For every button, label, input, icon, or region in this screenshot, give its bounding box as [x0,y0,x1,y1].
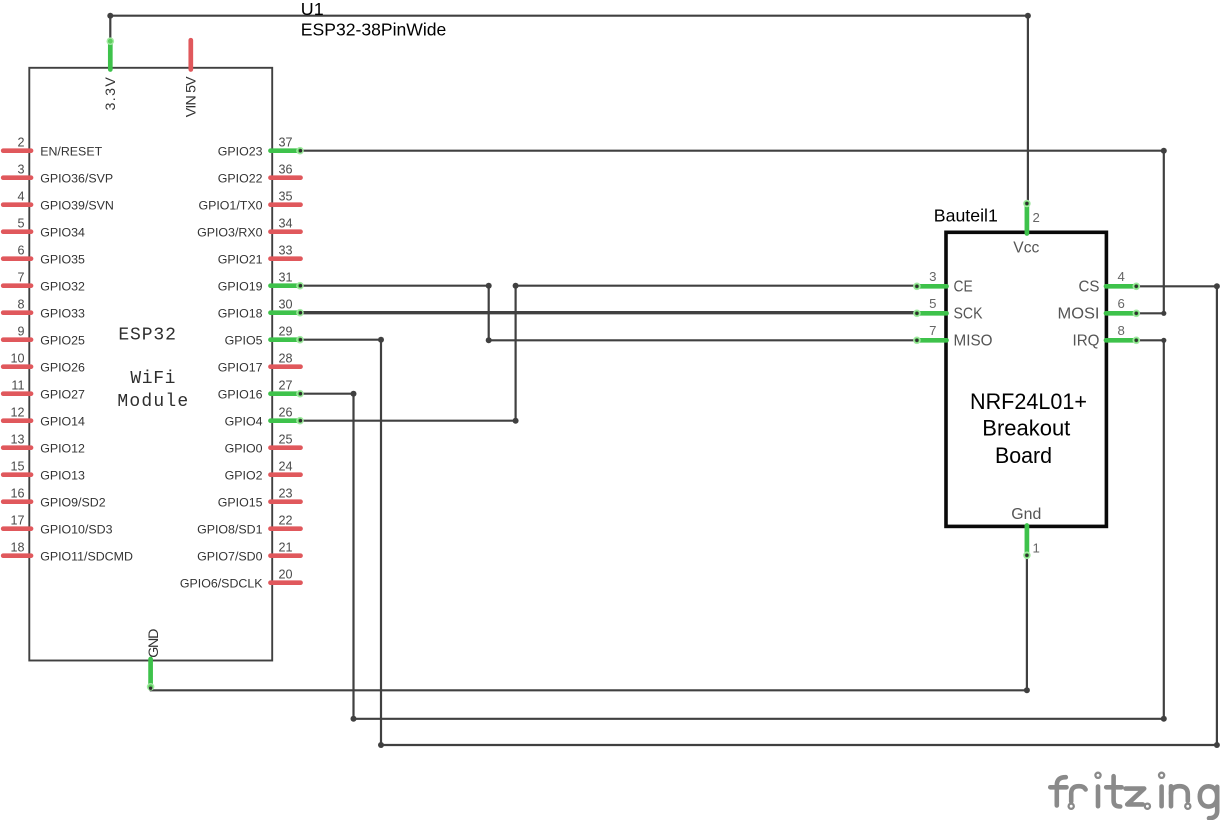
svg-text:GPIO0: GPIO0 [225,442,263,456]
svg-text:GPIO33: GPIO33 [40,307,85,321]
svg-text:GPIO5: GPIO5 [225,334,263,348]
svg-text:GPIO34: GPIO34 [40,226,85,240]
svg-text:GPIO9/SD2: GPIO9/SD2 [40,496,106,510]
svg-text:CS: CS [1079,279,1100,296]
svg-text:26: 26 [279,406,293,420]
svg-text:6: 6 [1118,296,1125,311]
svg-text:Board: Board [995,443,1052,468]
svg-text:SCK: SCK [954,306,983,323]
svg-text:5: 5 [17,217,24,231]
svg-text:13: 13 [10,433,24,447]
svg-text:11: 11 [11,379,24,393]
svg-text:22: 22 [279,514,293,528]
svg-text:GPIO4: GPIO4 [225,415,263,429]
svg-text:35: 35 [279,190,293,204]
svg-text:GPIO18: GPIO18 [218,307,263,321]
svg-text:MISO: MISO [954,333,993,350]
svg-text:GPIO32: GPIO32 [40,280,85,294]
svg-text:18: 18 [10,541,24,555]
svg-text:16: 16 [10,487,24,501]
svg-text:4: 4 [17,190,24,204]
svg-text:GPIO14: GPIO14 [40,415,85,429]
svg-text:GPIO7/SD0: GPIO7/SD0 [197,550,263,564]
svg-text:6: 6 [17,244,24,258]
svg-text:29: 29 [279,325,293,339]
svg-text:ESP32-38PinWide: ESP32-38PinWide [301,19,447,39]
svg-text:Breakout: Breakout [982,416,1071,441]
svg-text:CE: CE [954,279,973,296]
svg-text:MOSI: MOSI [1058,306,1100,323]
svg-text:ESP32: ESP32 [118,325,177,345]
svg-text:2: 2 [17,136,24,150]
svg-text:NRF24L01+: NRF24L01+ [970,389,1087,414]
svg-text:4: 4 [1118,269,1125,284]
svg-text:27: 27 [279,379,293,393]
svg-text:GPIO16: GPIO16 [218,388,263,402]
svg-text:8: 8 [17,298,24,312]
svg-text:GPIO1/TX0: GPIO1/TX0 [198,199,262,213]
svg-text:GPIO23: GPIO23 [218,145,263,159]
svg-text:Bauteil1: Bauteil1 [934,205,998,225]
svg-text:34: 34 [279,217,293,231]
svg-text:12: 12 [10,406,24,420]
svg-text:10: 10 [10,352,24,366]
svg-text:GPIO35: GPIO35 [40,253,85,267]
svg-text:GPIO10/SD3: GPIO10/SD3 [40,523,112,537]
svg-text:24: 24 [279,460,293,474]
svg-text:GPIO13: GPIO13 [40,469,85,483]
svg-text:25: 25 [279,433,293,447]
svg-text:1: 1 [1033,541,1040,556]
svg-text:VIN 5V: VIN 5V [184,76,200,117]
svg-text:23: 23 [279,487,293,501]
svg-text:GPIO11/SDCMD: GPIO11/SDCMD [40,550,133,564]
svg-text:3: 3 [17,163,24,177]
svg-text:GPIO26: GPIO26 [40,361,85,375]
svg-text:5: 5 [929,296,936,311]
svg-text:Vcc: Vcc [1013,240,1039,257]
svg-text:31: 31 [279,271,293,285]
svg-text:3.3V: 3.3V [103,76,119,111]
svg-text:WiFi: WiFi [130,369,176,389]
svg-text:9: 9 [17,325,24,339]
svg-text:2: 2 [1033,210,1040,225]
svg-text:20: 20 [279,568,293,582]
svg-text:GPIO21: GPIO21 [218,253,263,267]
svg-text:GPIO27: GPIO27 [40,388,85,402]
svg-text:17: 17 [10,514,24,528]
svg-text:3: 3 [929,269,936,284]
svg-text:GPIO15: GPIO15 [218,496,263,510]
svg-text:7: 7 [929,323,936,338]
svg-text:8: 8 [1118,323,1125,338]
svg-text:GPIO3/RX0: GPIO3/RX0 [197,226,263,240]
svg-text:7: 7 [17,271,24,285]
svg-text:Gnd: Gnd [1011,506,1041,523]
svg-text:GPIO39/SVN: GPIO39/SVN [40,199,114,213]
svg-text:GPIO22: GPIO22 [218,172,263,186]
svg-text:GPIO25: GPIO25 [40,334,85,348]
svg-text:GND: GND [146,629,162,658]
svg-text:28: 28 [279,352,293,366]
svg-text:15: 15 [10,460,24,474]
svg-text:IRQ: IRQ [1073,333,1100,350]
svg-text:30: 30 [279,298,293,312]
svg-text:GPIO2: GPIO2 [225,469,263,483]
svg-text:37: 37 [279,136,293,150]
svg-text:36: 36 [279,163,293,177]
svg-text:EN/RESET: EN/RESET [40,145,102,159]
svg-text:GPIO12: GPIO12 [40,442,85,456]
svg-text:21: 21 [279,541,293,555]
svg-text:33: 33 [279,244,293,258]
svg-text:GPIO6/SDCLK: GPIO6/SDCLK [180,577,263,591]
svg-text:GPIO36/SVP: GPIO36/SVP [40,172,113,186]
svg-text:U1: U1 [301,0,324,19]
svg-text:GPIO8/SD1: GPIO8/SD1 [197,523,263,537]
svg-text:GPIO17: GPIO17 [218,361,263,375]
svg-text:Module: Module [117,392,189,412]
svg-text:GPIO19: GPIO19 [218,280,263,294]
